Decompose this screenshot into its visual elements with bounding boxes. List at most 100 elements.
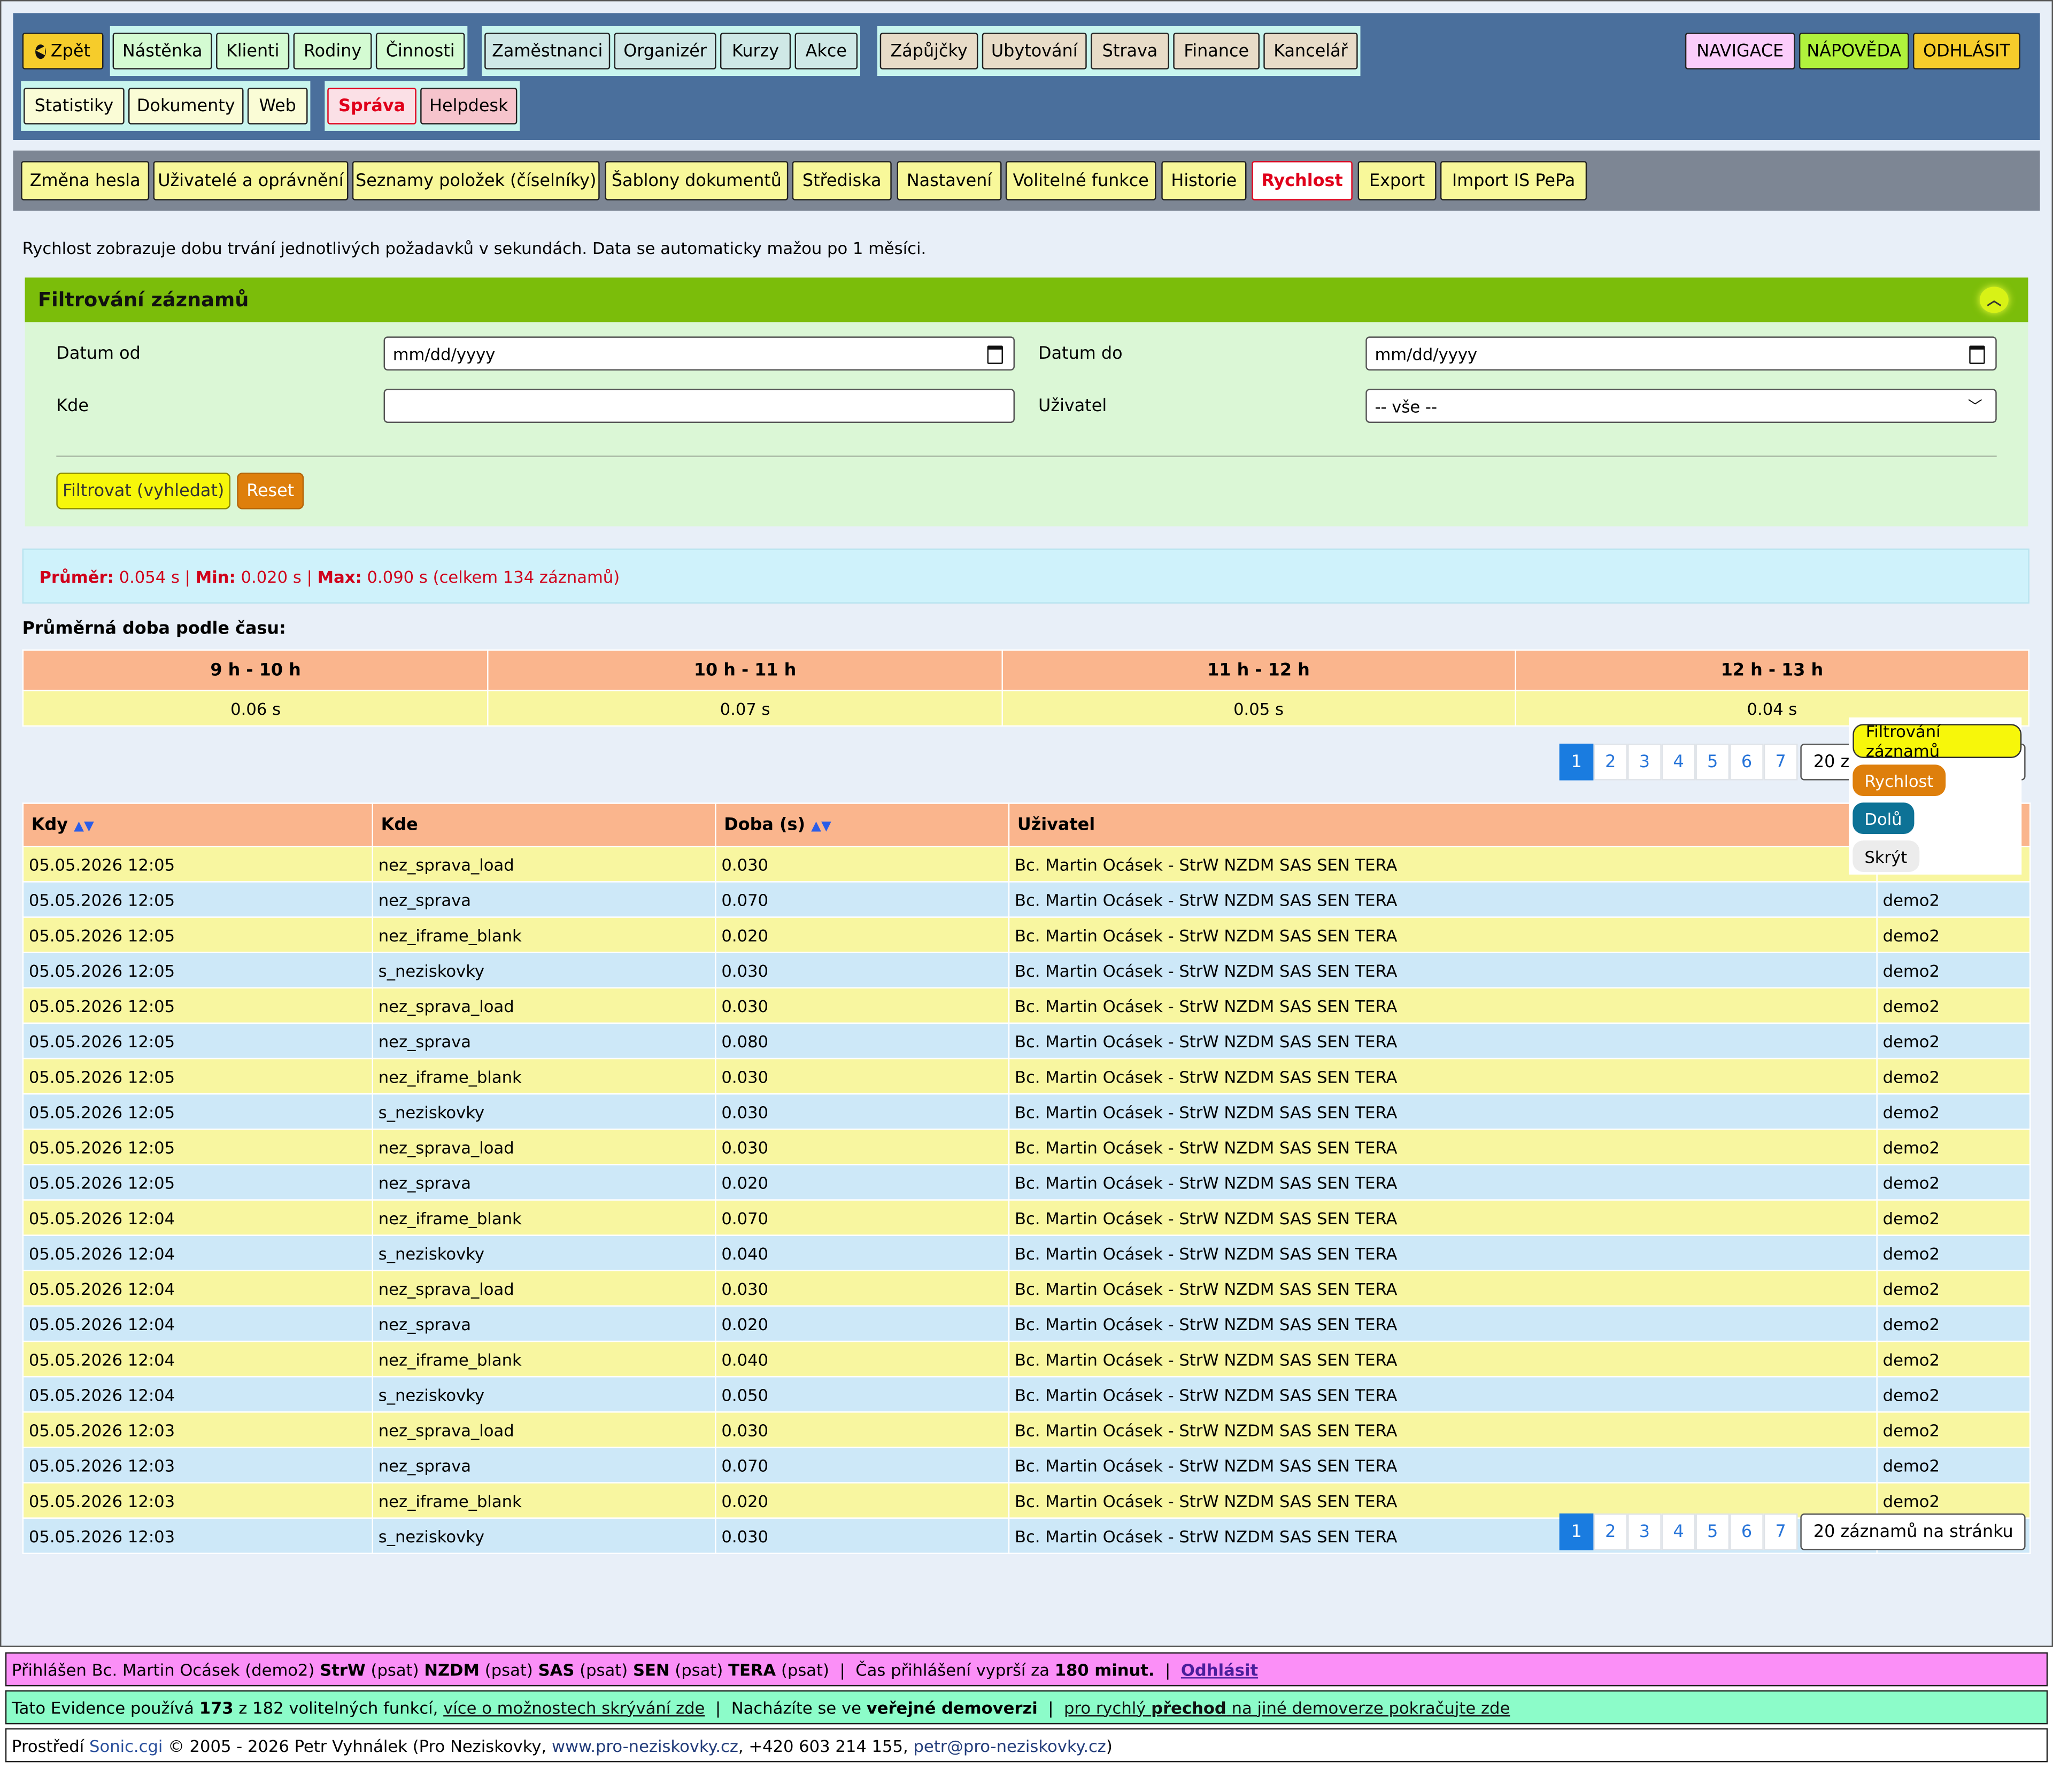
calendar-icon[interactable] <box>1969 345 1985 364</box>
page-link[interactable]: 2 <box>1593 1513 1628 1550</box>
subnav-rychlost[interactable]: Rychlost <box>1252 161 1353 200</box>
page-link[interactable]: 5 <box>1695 744 1730 781</box>
nav-klienti[interactable]: Klienti <box>216 33 290 69</box>
features-link[interactable]: více o možnostech skrývání zde <box>443 1697 705 1717</box>
cell-login: demo2 <box>1876 1164 2031 1201</box>
col-header-doba[interactable]: Doba (s) ▲▼ <box>715 802 1010 847</box>
website-link[interactable]: www.pro-neziskovky.cz <box>551 1735 738 1755</box>
nav-web[interactable]: Web <box>247 88 308 125</box>
date-from-input[interactable]: mm/dd/yyyy <box>383 336 1015 371</box>
speed-table: Kdy ▲▼ Kde Doba (s) ▲▼ Uživatel 05.05.20… <box>22 802 2031 1554</box>
cell-doba: 0.020 <box>715 1164 1010 1201</box>
page-link[interactable]: 6 <box>1730 744 1764 781</box>
cell-doba: 0.030 <box>715 1411 1010 1448</box>
subnav-uzivatele[interactable]: Uživatelé a oprávnění <box>153 161 349 200</box>
table-row: 05.05.2026 12:04 nez_sprava 0.020 Bc. Marti… <box>22 1305 2031 1342</box>
nav-dokumenty[interactable]: Dokumenty <box>128 88 244 125</box>
logout-button[interactable]: ODHLÁSIT <box>1912 33 2020 69</box>
subnav-sablony[interactable]: Šablony dokumentů <box>605 161 789 200</box>
subnav-zmena-hesla[interactable]: Změna hesla <box>21 161 150 200</box>
page-link[interactable]: 7 <box>1763 744 1798 781</box>
cell-doba: 0.030 <box>715 846 1010 883</box>
float-down-button[interactable]: Dolů <box>1853 802 1914 835</box>
float-speed-button[interactable]: Rychlost <box>1853 764 1946 796</box>
filter-reset-button[interactable]: Reset <box>237 473 304 509</box>
footer-copyright-bar: Prostředí Sonic.cgi © 2005 - 2026 Petr V… <box>5 1728 2048 1763</box>
pager-bottom: 1 2 3 4 5 6 7 20 záznamů na stránku <box>1559 1513 2026 1550</box>
page-link[interactable]: 3 <box>1627 1513 1662 1550</box>
cell-kde: s_neziskovky <box>372 1376 716 1413</box>
nav-strava[interactable]: Strava <box>1091 33 1169 69</box>
sort-asc-icon[interactable]: ▲ <box>74 818 84 833</box>
col-header-doba-label: Doba (s) <box>724 815 806 835</box>
col-header-kdy[interactable]: Kdy ▲▼ <box>22 802 373 847</box>
cell-uzivatel: Bc. Martin Ocásek - StrW NZDM SAS SEN TE… <box>1008 881 1878 918</box>
nav-finance[interactable]: Finance <box>1173 33 1260 69</box>
hours-title: Průměrná doba podle času: <box>22 619 286 639</box>
sort-desc-icon[interactable]: ▼ <box>821 818 831 833</box>
date-to-input[interactable]: mm/dd/yyyy <box>1365 336 1997 371</box>
subnav-strediska[interactable]: Střediska <box>792 161 892 200</box>
subnav-import-pepa[interactable]: Import IS PePa <box>1440 161 1587 200</box>
page-link[interactable]: 7 <box>1763 1513 1798 1550</box>
navigation-button[interactable]: NAVIGACE <box>1685 33 1795 69</box>
cell-kdy: 05.05.2026 12:04 <box>22 1270 373 1307</box>
cell-login: demo2 <box>1876 1129 2031 1165</box>
where-input[interactable] <box>383 389 1015 423</box>
nav-ubytovani[interactable]: Ubytování <box>982 33 1087 69</box>
user-select[interactable]: -- vše -- ﹀ <box>1365 389 1997 423</box>
subnav-export[interactable]: Export <box>1357 161 1437 200</box>
role: NZDM <box>424 1659 480 1679</box>
filter-submit-button[interactable]: Filtrovat (vyhledat) <box>56 473 231 509</box>
avg-label: Průměr: <box>39 566 114 586</box>
table-row: 05.05.2026 12:04 nez_iframe_blank 0.070 Bc.… <box>22 1199 2031 1236</box>
nav-rodiny[interactable]: Rodiny <box>293 33 372 69</box>
nav-zapujcky[interactable]: Zápůjčky <box>879 33 978 69</box>
help-button[interactable]: NÁPOVĚDA <box>1799 33 1909 69</box>
page-link[interactable]: 3 <box>1627 744 1662 781</box>
nav-cinnosti[interactable]: Činnosti <box>375 33 465 69</box>
page-link[interactable]: 4 <box>1661 744 1696 781</box>
nav-akce[interactable]: Akce <box>794 33 858 69</box>
cell-kde: nez_iframe_blank <box>372 1057 716 1095</box>
nav-group-stats: Statistiky Dokumenty Web <box>21 81 311 131</box>
sonic-link[interactable]: Sonic.cgi <box>89 1735 163 1755</box>
page-link[interactable]: 5 <box>1695 1513 1730 1550</box>
nav-sprava[interactable]: Správa <box>327 88 416 125</box>
nav-kancelar[interactable]: Kancelář <box>1263 33 1358 69</box>
page-link[interactable]: 1 <box>1559 1513 1594 1550</box>
back-button[interactable]: ◀ Zpět <box>22 33 104 69</box>
page-link[interactable]: 2 <box>1593 744 1628 781</box>
email-link[interactable]: petr@pro-neziskovky.cz <box>913 1735 1106 1755</box>
sort-desc-icon[interactable]: ▼ <box>83 818 94 833</box>
subnav-ciselniky[interactable]: Seznamy položek (číselníky) <box>352 161 600 200</box>
nav-nastenka[interactable]: Nástěnka <box>112 33 212 69</box>
cell-uzivatel: Bc. Martin Ocásek - StrW NZDM SAS SEN TE… <box>1008 1093 1878 1130</box>
cell-kde: nez_sprava <box>372 1022 716 1060</box>
chevron-down-icon: ﹀ <box>1967 398 1982 415</box>
per-page-select-bottom[interactable]: 20 záznamů na stránku <box>1800 1513 2026 1550</box>
cell-uzivatel: Bc. Martin Ocásek - StrW NZDM SAS SEN TE… <box>1008 1270 1878 1307</box>
nav-kurzy[interactable]: Kurzy <box>720 33 791 69</box>
calendar-icon[interactable] <box>987 345 1003 364</box>
page-link[interactable]: 1 <box>1559 744 1594 781</box>
footer-logout-link[interactable]: Odhlásit <box>1180 1659 1259 1679</box>
nav-helpdesk[interactable]: Helpdesk <box>420 88 518 125</box>
nav-statistiky[interactable]: Statistiky <box>24 88 125 125</box>
page-link[interactable]: 4 <box>1661 1513 1696 1550</box>
chevron-up-icon[interactable]: ︿ <box>1979 287 2009 313</box>
subnav-nastaveni[interactable]: Nastavení <box>897 161 1002 200</box>
cell-uzivatel: Bc. Martin Ocásek - StrW NZDM SAS SEN TE… <box>1008 1411 1878 1448</box>
demo-switch-link[interactable]: pro rychlý přechod na jiné demoverze pok… <box>1064 1697 1510 1717</box>
float-hide-button[interactable]: Skrýt <box>1853 840 1919 872</box>
page-link[interactable]: 6 <box>1730 1513 1764 1550</box>
cell-kde: nez_sprava <box>372 881 716 918</box>
sort-asc-icon[interactable]: ▲ <box>811 818 821 833</box>
nav-zamestnanci[interactable]: Zaměstnanci <box>484 33 611 69</box>
subnav-volitelne-funkce[interactable]: Volitelné funkce <box>1005 161 1156 200</box>
subnav-historie[interactable]: Historie <box>1161 161 1247 200</box>
nav-organizer[interactable]: Organizér <box>614 33 716 69</box>
filter-header[interactable]: Filtrování záznamů ︿ <box>25 277 2028 322</box>
float-filter-button[interactable]: Filtrování záznamů <box>1853 721 2022 761</box>
date-from-placeholder: mm/dd/yyyy <box>392 343 496 364</box>
